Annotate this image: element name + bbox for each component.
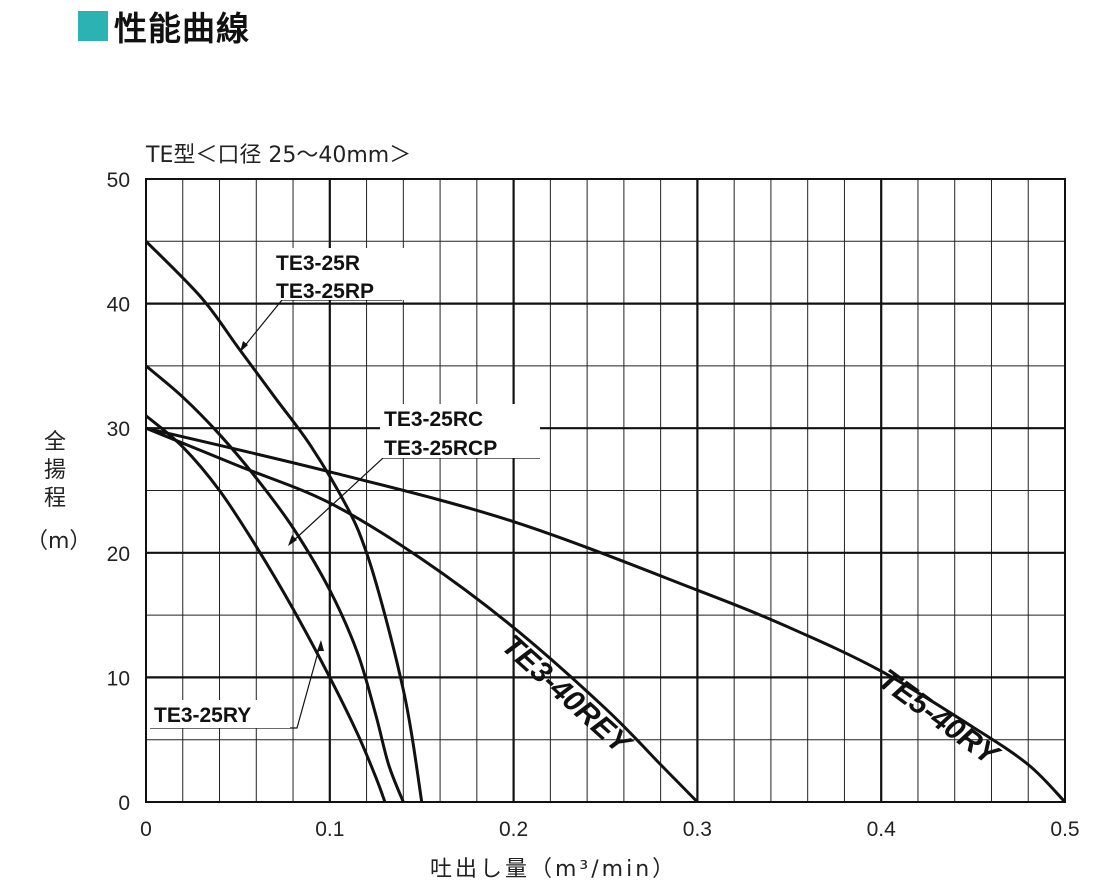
series-label-te3-25r: TE3-25R (276, 252, 360, 275)
x-tick-label: 0.1 (315, 818, 344, 841)
y-tick-label: 0 (118, 792, 130, 815)
x-tick-label: 0.4 (867, 818, 897, 841)
y-axis-title-char-2: 揚 (44, 458, 66, 483)
section-heading: 性能曲線 (78, 4, 250, 48)
y-tick-label: 10 (107, 667, 130, 690)
y-tick-label: 50 (107, 169, 130, 192)
label-box-te3-25ry (150, 700, 290, 728)
y-tick-labels: 0 10 20 30 40 50 (107, 169, 130, 815)
y-tick-label: 40 (107, 294, 130, 317)
page-title: 性能曲線 (114, 9, 250, 48)
plot-frame (145, 178, 1066, 803)
x-tick-label: 0.3 (683, 818, 712, 841)
curve-te3-40rey (145, 426, 699, 804)
series-label-te5-40ry: TE5-40RY (872, 663, 1007, 773)
label-te3-25r: TE3-25R TE3-25RP (240, 248, 410, 352)
y-tick-label: 30 (107, 418, 130, 441)
label-box-te3-25rc (380, 404, 540, 458)
arrow-te3-25ry (317, 640, 324, 651)
curve-te3-25r (144, 240, 424, 803)
label-te3-25rc: TE3-25RC TE3-25RCP (288, 404, 540, 546)
y-axis-title-char-3: 程 (44, 486, 66, 511)
arrow-te3-25rc (288, 535, 297, 546)
leader-te3-25r (242, 299, 402, 349)
x-axis-title: 吐出し量（m³/min） (430, 857, 677, 882)
x-tick-label: 0.5 (1050, 818, 1079, 841)
curves (144, 240, 1067, 804)
label-te3-25ry: TE3-25RY (150, 640, 324, 729)
series-label-te3-25rcp: TE3-25RCP (384, 437, 497, 460)
series-label-te3-25rp: TE3-25RP (276, 280, 374, 303)
series-label-te3-40rey: TE3-40REY (495, 629, 638, 763)
curve-te3-25rc (145, 364, 405, 803)
series-label-te3-25ry: TE3-25RY (154, 704, 251, 727)
curve-te3-25ry (145, 414, 387, 803)
y-tick-label: 20 (107, 543, 130, 566)
series-label-te3-25rc: TE3-25RC (384, 408, 483, 431)
label-box-te3-25r (272, 248, 410, 300)
x-tick-labels: 0 0.1 0.2 0.3 0.4 0.5 (140, 818, 1079, 841)
arrow-te3-25r (240, 341, 248, 352)
chart-subtitle: TE型＜口径 25～40mm＞ (145, 143, 411, 168)
x-tick-label: 0 (140, 818, 152, 841)
curve-te5-40ry (145, 426, 1067, 804)
heading-square-icon (78, 11, 108, 41)
y-axis-title-char-1: 全 (44, 430, 66, 455)
y-axis-title-unit: （m） (26, 529, 91, 554)
y-axis-title: 全 揚 程 （m） (26, 430, 91, 554)
x-tick-label: 0.2 (499, 818, 528, 841)
